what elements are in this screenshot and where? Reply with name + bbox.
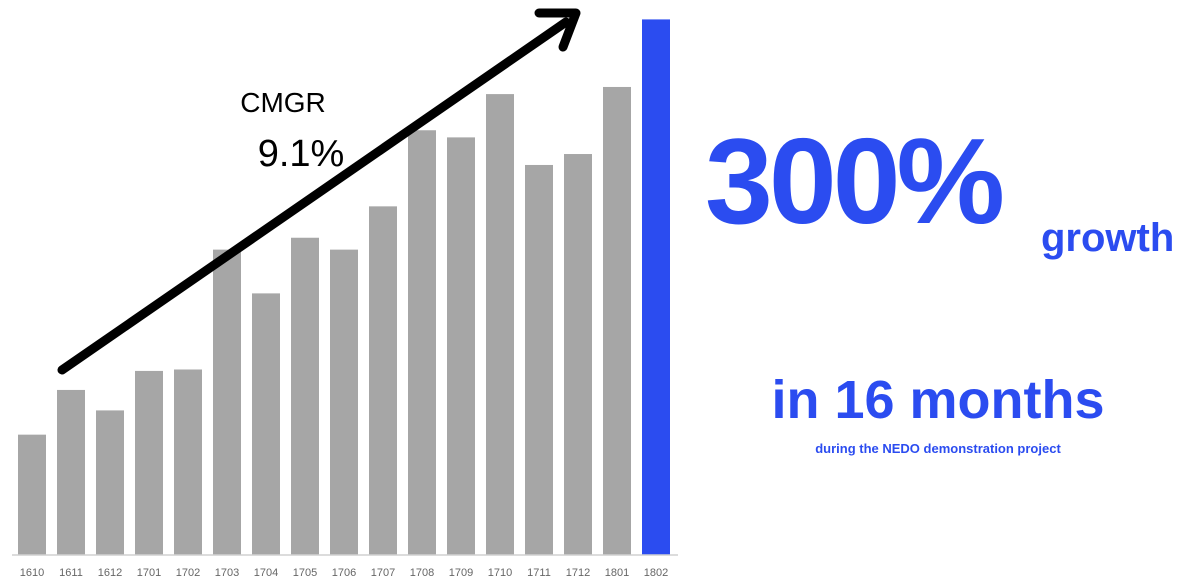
- x-tick-1709: 1709: [449, 567, 473, 579]
- x-tick-1712: 1712: [566, 567, 590, 579]
- bar-1706: [330, 249, 358, 556]
- period-text: in 16 months: [771, 370, 1105, 430]
- x-tick-1702: 1702: [176, 567, 200, 579]
- bar-chart: 1610 1611 1612 1701 1702 1703 1704 1705 1706 1707…: [12, 8, 678, 579]
- x-tick-1611: 1611: [59, 567, 83, 579]
- bar-1611: [57, 389, 85, 555]
- bar-1704: [252, 293, 280, 555]
- bar-1708: [408, 130, 436, 555]
- bar-1711: [525, 164, 553, 555]
- x-tick-labels: 1610 1611 1612 1701 1702 1703 1704 1705 1706 1707…: [20, 567, 668, 579]
- bar-1801: [603, 86, 631, 556]
- growth-word: growth: [1041, 216, 1175, 260]
- bars-group: [18, 19, 670, 556]
- growth-percent: 300%: [705, 113, 1005, 249]
- bar-1701: [135, 370, 163, 555]
- x-tick-1705: 1705: [293, 567, 317, 579]
- bar-1702: [174, 369, 202, 555]
- x-tick-1801: 1801: [605, 567, 629, 579]
- bar-1709: [447, 137, 475, 556]
- x-tick-1711: 1711: [527, 567, 551, 579]
- bar-1707: [369, 206, 397, 555]
- x-tick-1706: 1706: [332, 567, 356, 579]
- x-tick-1703: 1703: [215, 567, 239, 579]
- x-tick-1708: 1708: [410, 567, 434, 579]
- x-tick-1610: 1610: [20, 567, 44, 579]
- x-tick-1710: 1710: [488, 567, 512, 579]
- project-note: during the NEDO demonstration project: [815, 441, 1061, 456]
- bar-1802: [642, 19, 670, 556]
- bar-1712: [564, 154, 592, 556]
- trend-label: CMGR: [240, 87, 326, 118]
- x-tick-1704: 1704: [254, 567, 278, 579]
- bar-1612: [96, 410, 124, 555]
- trend-value: 9.1%: [258, 133, 345, 175]
- trend-arrow: [57, 8, 581, 375]
- bar-1705: [291, 237, 319, 556]
- bar-1610: [18, 434, 46, 555]
- x-tick-1707: 1707: [371, 567, 395, 579]
- x-tick-1701: 1701: [137, 567, 161, 579]
- bar-1703: [213, 249, 241, 556]
- x-tick-1802: 1802: [644, 567, 668, 579]
- x-tick-1612: 1612: [98, 567, 122, 579]
- bar-1710: [486, 94, 514, 555]
